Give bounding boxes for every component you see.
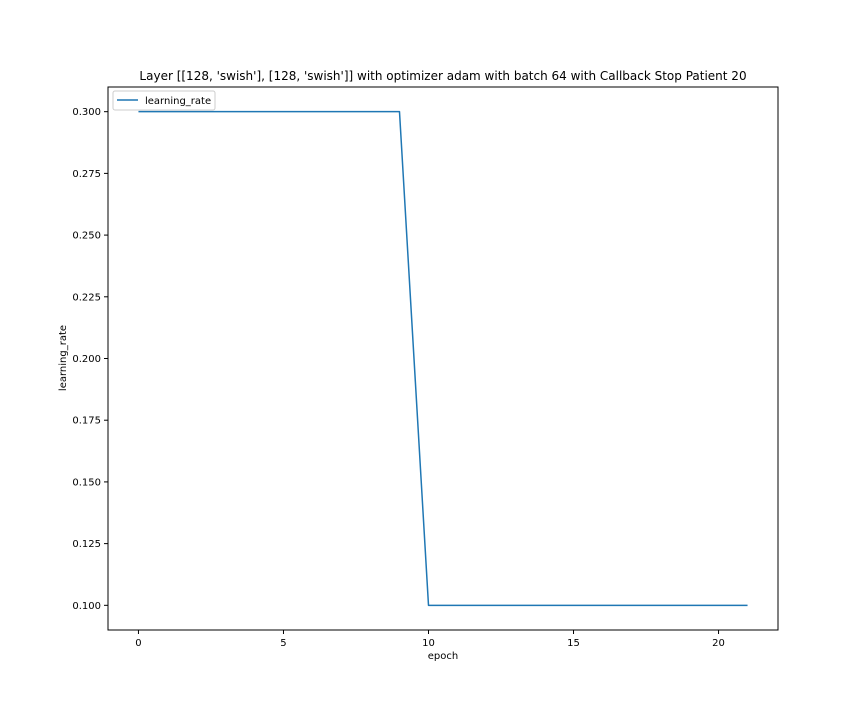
y-tick-label: 0.200 <box>72 354 101 365</box>
x-tick-label: 20 <box>712 638 725 649</box>
series-line-learning-rate <box>138 112 747 606</box>
x-axis-label: epoch <box>428 651 458 662</box>
y-tick-label: 0.275 <box>72 169 101 180</box>
y-axis-label: learning_rate <box>58 325 69 391</box>
axes-frame <box>108 87 778 630</box>
legend-label-learning-rate: learning_rate <box>145 96 211 107</box>
legend: learning_rate <box>113 91 215 110</box>
y-tick-label: 0.225 <box>72 292 101 303</box>
x-tick-label: 10 <box>422 638 435 649</box>
x-tick-label: 0 <box>135 638 141 649</box>
y-tick-label: 0.250 <box>72 231 101 242</box>
x-tick-label: 5 <box>280 638 286 649</box>
x-tick-label: 15 <box>567 638 580 649</box>
y-axis-ticks: 0.100 0.125 0.150 0.175 0.200 0.225 0.250 0.275… <box>72 107 108 612</box>
series-layer <box>138 112 747 606</box>
plot-area <box>108 87 778 630</box>
y-tick-label: 0.300 <box>72 107 101 118</box>
x-axis-ticks: 0 5 10 15 20 <box>135 630 725 649</box>
y-tick-label: 0.125 <box>72 539 101 550</box>
y-tick-label: 0.175 <box>72 416 101 427</box>
chart-title: Layer [[128, 'swish'], [128, 'swish']] w… <box>139 69 746 83</box>
y-tick-label: 0.100 <box>72 601 101 612</box>
y-tick-label: 0.150 <box>72 477 101 488</box>
